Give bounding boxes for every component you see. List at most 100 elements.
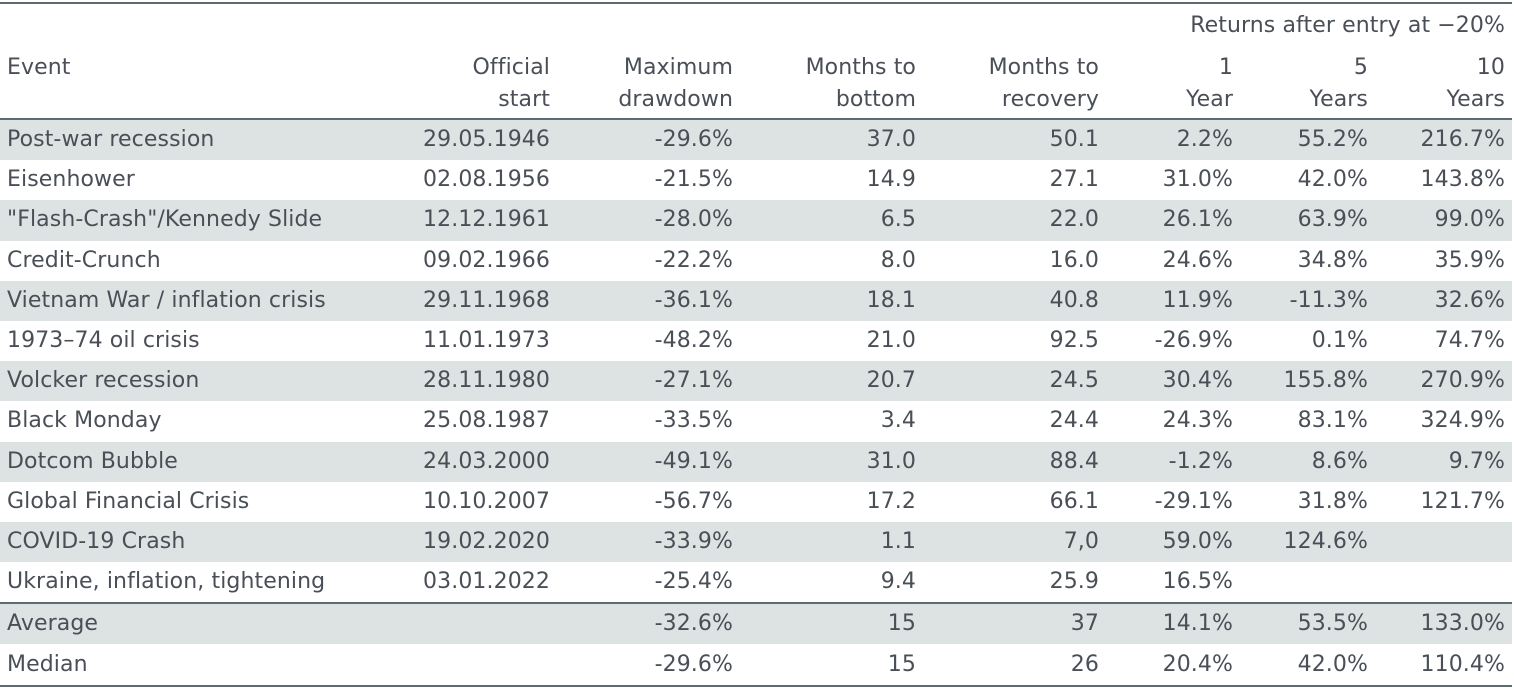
cell-event: Ukraine, inflation, tightening bbox=[7, 569, 326, 595]
cell-event: Volcker recession bbox=[0, 361, 380, 402]
cell-event: 1973–74 oil crisis bbox=[7, 328, 200, 354]
cell-official-start: 09.02.1966 bbox=[423, 247, 550, 273]
cell-return-5-years: 53.5% bbox=[1240, 602, 1375, 645]
cell-months-to-recovery: 27.1 bbox=[1049, 167, 1099, 193]
cell-maximum-drawdown: -22.2% bbox=[654, 247, 733, 273]
cell-official-start: 25.08.1987 bbox=[423, 408, 550, 434]
cell-maximum-drawdown: -33.5% bbox=[654, 408, 733, 434]
cell-maximum-drawdown: -29.6% bbox=[557, 644, 740, 687]
cell-return-1-year: -26.9% bbox=[1154, 328, 1233, 354]
cell-return-10-years: 133.0% bbox=[1375, 602, 1512, 645]
cell-return-10-years: 99.0% bbox=[1375, 200, 1512, 241]
cell-maximum-drawdown: -36.1% bbox=[557, 280, 740, 321]
cell-months-to-recovery: 22.0 bbox=[923, 200, 1106, 241]
table-row: Post-war recession 29.05.1946 -29.6% 37.0 50… bbox=[0, 119, 1512, 161]
header-10-years: 10 Years bbox=[1375, 44, 1512, 120]
cell-months-to-bottom: 31.0 bbox=[740, 441, 923, 482]
cell-official-start: 10.10.2007 bbox=[423, 488, 550, 514]
cell-event: Black Monday bbox=[7, 408, 162, 434]
header-maximum-drawdown: Maximum drawdown bbox=[557, 44, 740, 120]
cell-maximum-drawdown: -32.6% bbox=[557, 602, 740, 645]
table-row: Vietnam War / inflation crisis 29.11.1968… bbox=[0, 280, 1512, 321]
cell-months-to-recovery: 92.5 bbox=[1049, 328, 1099, 354]
cell-event: "Flash-Crash"/Kennedy Slide bbox=[0, 200, 380, 241]
cell-return-10-years: 110.4% bbox=[1375, 644, 1512, 687]
cell-return-10-years: 9.7% bbox=[1375, 441, 1512, 482]
cell-months-to-recovery: 7,0 bbox=[923, 521, 1106, 563]
cell-official-start: 29.05.1946 bbox=[380, 119, 557, 161]
cell-official-start: 29.11.1968 bbox=[380, 280, 557, 321]
cell-maximum-drawdown: -48.2% bbox=[654, 328, 733, 354]
cell-months-to-recovery: 40.8 bbox=[923, 280, 1106, 321]
table-row: Volcker recession 28.11.1980 -27.1% 20.7 24.… bbox=[0, 361, 1512, 402]
cell-maximum-drawdown: -27.1% bbox=[557, 361, 740, 402]
cell-return-10-years: 216.7% bbox=[1375, 119, 1512, 161]
cell-official-start: 19.02.2020 bbox=[380, 521, 557, 563]
cell-maximum-drawdown: -28.0% bbox=[557, 200, 740, 241]
returns-group-header: Returns after entry at −20% bbox=[1190, 12, 1505, 38]
cell-months-to-recovery: 24.4 bbox=[1049, 408, 1099, 434]
cell-return-10-years: 35.9% bbox=[1434, 247, 1505, 273]
cell-return-5-years: 155.8% bbox=[1240, 361, 1375, 402]
header-group-row: Returns after entry at −20% bbox=[0, 4, 1512, 44]
cell-maximum-drawdown: -25.4% bbox=[654, 569, 733, 595]
cell-return-10-years: 74.7% bbox=[1434, 328, 1505, 354]
cell-months-to-bottom: 20.7 bbox=[740, 361, 923, 402]
table-row: Eisenhower 02.08.1956 -21.5% 14.9 27.1 31.0% 4… bbox=[0, 160, 1512, 200]
cell-return-5-years bbox=[1240, 562, 1375, 603]
header-5-years: 5 Years bbox=[1240, 44, 1375, 120]
cell-return-1-year: 2.2% bbox=[1106, 119, 1240, 161]
cell-maximum-drawdown: -33.9% bbox=[557, 521, 740, 563]
cell-return-5-years: 34.8% bbox=[1297, 247, 1368, 273]
cell-return-5-years: 55.2% bbox=[1240, 119, 1375, 161]
cell-return-10-years bbox=[1375, 521, 1512, 563]
cell-return-1-year: 14.1% bbox=[1106, 602, 1240, 645]
cell-event: Global Financial Crisis bbox=[7, 488, 250, 514]
cell-return-10-years: 143.8% bbox=[1420, 167, 1505, 193]
cell-months-to-recovery: 37 bbox=[923, 602, 1106, 645]
table-header: Returns after entry at −20% Event Offici… bbox=[0, 2, 1512, 120]
cell-maximum-drawdown: -21.5% bbox=[654, 167, 733, 193]
cell-return-1-year: -29.1% bbox=[1154, 488, 1233, 514]
header-months-to-recovery: Months to recovery bbox=[923, 44, 1106, 120]
summary-row: Median -29.6% 15 26 20.4% 42.0% 110.4% bbox=[0, 644, 1512, 687]
cell-event: Vietnam War / inflation crisis bbox=[0, 280, 380, 321]
cell-official-start bbox=[380, 602, 557, 645]
cell-event: Post-war recession bbox=[0, 119, 380, 161]
cell-months-to-bottom: 17.2 bbox=[866, 488, 916, 514]
cell-return-5-years: 42.0% bbox=[1297, 167, 1368, 193]
cell-official-start: 03.01.2022 bbox=[423, 569, 550, 595]
cell-event: Dotcom Bubble bbox=[0, 441, 380, 482]
cell-return-5-years: 83.1% bbox=[1297, 408, 1368, 434]
cell-official-start bbox=[380, 644, 557, 687]
cell-return-10-years: 324.9% bbox=[1420, 408, 1505, 434]
cell-return-1-year: 31.0% bbox=[1162, 167, 1233, 193]
cell-official-start: 24.03.2000 bbox=[380, 441, 557, 482]
cell-months-to-recovery: 88.4 bbox=[923, 441, 1106, 482]
cell-maximum-drawdown: -49.1% bbox=[557, 441, 740, 482]
cell-months-to-bottom: 3.4 bbox=[880, 408, 916, 434]
cell-months-to-recovery: 26 bbox=[923, 644, 1106, 687]
cell-return-5-years: 31.8% bbox=[1297, 488, 1368, 514]
cell-return-10-years: 121.7% bbox=[1420, 488, 1505, 514]
cell-official-start: 11.01.1973 bbox=[423, 328, 550, 354]
cell-return-1-year: 24.3% bbox=[1162, 408, 1233, 434]
cell-event: COVID-19 Crash bbox=[0, 521, 380, 563]
cell-months-to-bottom: 1.1 bbox=[740, 521, 923, 563]
header-1-year: 1 Year bbox=[1106, 44, 1240, 120]
cell-months-to-bottom: 15 bbox=[740, 602, 923, 645]
table-row: Black Monday 25.08.1987 -33.5% 3.4 24.4 24.3%… bbox=[0, 401, 1512, 441]
cell-return-1-year: 26.1% bbox=[1106, 200, 1240, 241]
table-row: Ukraine, inflation, tightening 03.01.2022… bbox=[0, 562, 1512, 603]
cell-return-5-years: 0.1% bbox=[1311, 328, 1368, 354]
cell-return-5-years: 8.6% bbox=[1240, 441, 1375, 482]
cell-official-start: 02.08.1956 bbox=[423, 167, 550, 193]
cell-return-1-year: 16.5% bbox=[1162, 569, 1233, 595]
cell-months-to-recovery: 16.0 bbox=[1049, 247, 1099, 273]
table-row: Dotcom Bubble 24.03.2000 -49.1% 31.0 88.4 -1.… bbox=[0, 441, 1512, 482]
cell-return-1-year: 20.4% bbox=[1106, 644, 1240, 687]
cell-months-to-recovery: 50.1 bbox=[923, 119, 1106, 161]
cell-return-1-year: 24.6% bbox=[1162, 247, 1233, 273]
header-official-start: Official start bbox=[380, 44, 557, 120]
